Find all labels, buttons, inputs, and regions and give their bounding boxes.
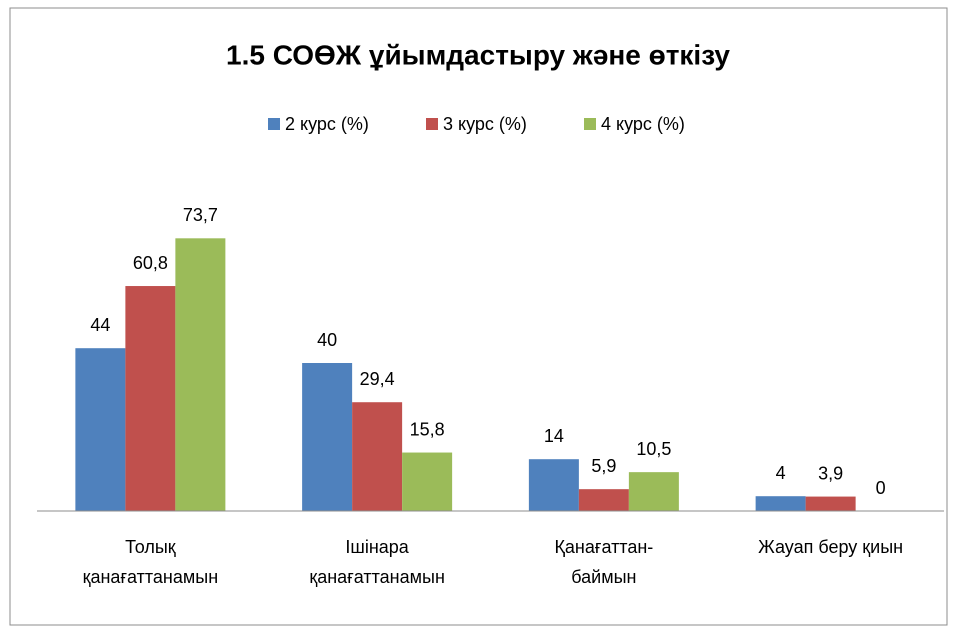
bar [628,472,679,511]
data-label: 14 [544,426,564,446]
x-tick-label: қанағаттанамын [83,567,219,587]
data-label: 29,4 [360,369,395,389]
data-label: 40 [317,330,337,350]
bar [528,459,579,511]
x-tick-label: баймын [571,567,636,587]
x-tick-label: Жауап беру қиын [758,537,903,557]
bar [352,402,403,511]
chart-title: 1.5 СОӨЖ ұйымдастыру және өткізу [226,39,730,70]
data-label: 10,5 [636,439,671,459]
x-tick-label: Қанағаттан- [554,537,653,557]
x-tick-label: Толық [125,537,176,557]
legend-swatch [268,118,280,130]
data-label: 44 [90,315,110,335]
data-label: 5,9 [591,456,616,476]
data-label: 73,7 [183,205,218,225]
legend-label: 4 курс (%) [601,114,685,134]
bar [175,238,226,511]
bar [75,348,126,511]
data-label: 0 [876,478,886,498]
data-label: 60,8 [133,253,168,273]
data-label: 3,9 [818,463,843,483]
x-tick-label: қанағаттанамын [309,567,445,587]
legend-swatch [426,118,438,130]
bar [578,489,629,511]
bar [125,286,176,511]
bar [402,452,453,511]
bar [805,496,856,511]
bar [302,363,353,511]
data-label: 15,8 [410,419,445,439]
legend-label: 2 курс (%) [285,114,369,134]
x-tick-label: Ішінара [345,537,409,557]
legend-swatch [584,118,596,130]
bar [755,496,806,511]
data-label: 4 [776,463,786,483]
legend-label: 3 курс (%) [443,114,527,134]
